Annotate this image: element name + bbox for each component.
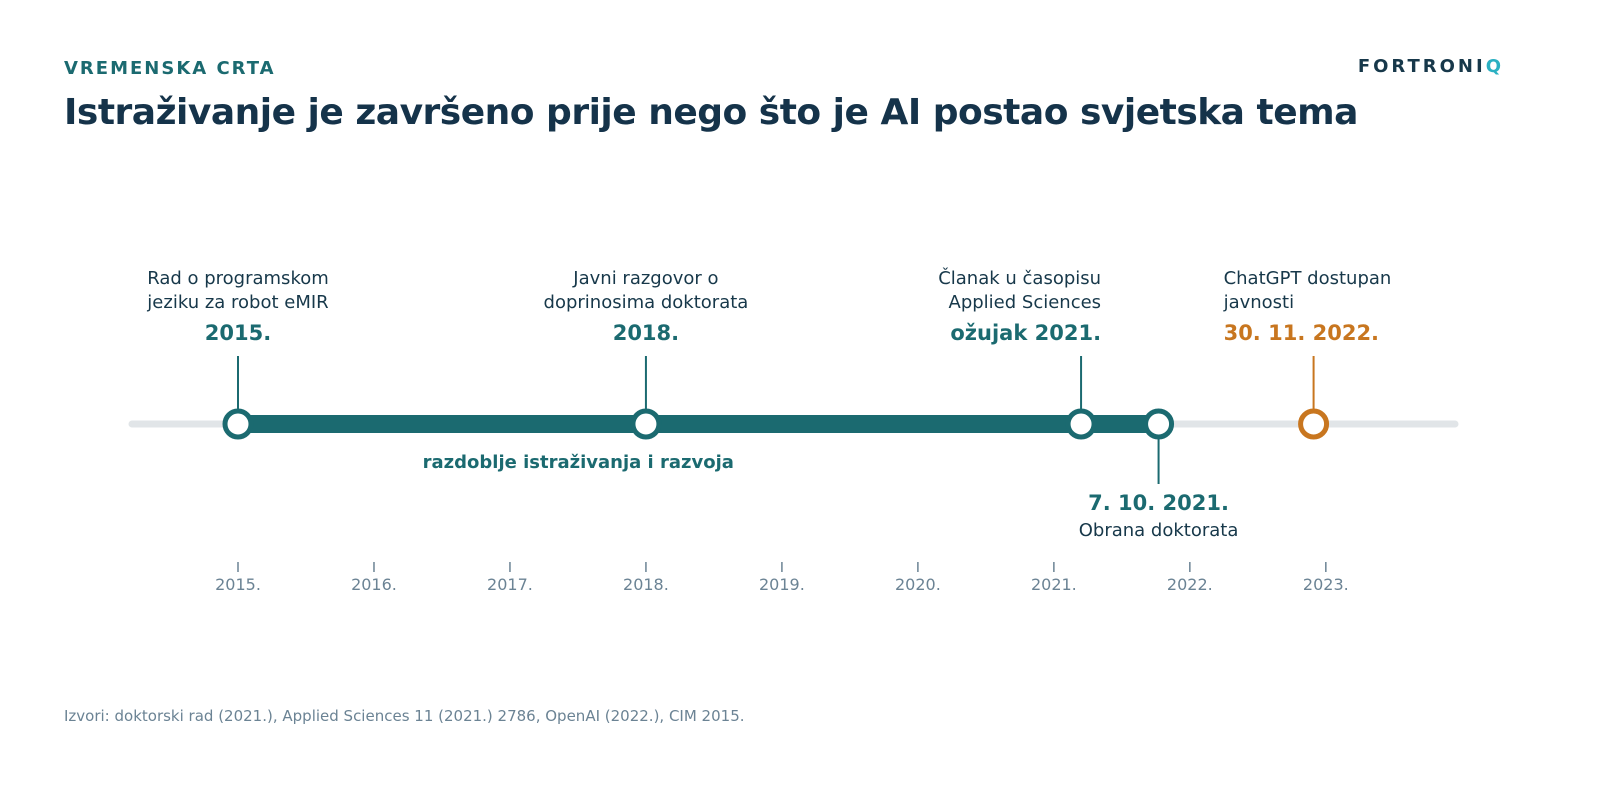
sources-footnote: Izvori: doktorski rad (2021.), Applied S… xyxy=(64,707,745,725)
axis-tick-label-2023: 2023. xyxy=(1303,575,1349,594)
axis-tick-label-2019: 2019. xyxy=(759,575,805,594)
event-label-javni: Javni razgovor o xyxy=(572,268,718,289)
axis-tick-label-2018: 2018. xyxy=(623,575,669,594)
eyebrow-label: VREMENSKA CRTA xyxy=(64,58,276,79)
event-label-emir: Rad o programskom xyxy=(147,268,329,289)
axis-tick-label-2022: 2022. xyxy=(1167,575,1213,594)
axis-tick-label-2021: 2021. xyxy=(1031,575,1077,594)
event-date-chatgpt: 30. 11. 2022. xyxy=(1224,321,1379,345)
event-date-javni: 2018. xyxy=(613,321,679,345)
event-label-clanak: Applied Sciences xyxy=(949,292,1102,313)
timeline-graphic: razdoblje istraživanja i razvoja Rad o pr… xyxy=(128,267,1459,594)
event-marker-emir xyxy=(222,408,254,440)
brand-logo: FORTRONIQ xyxy=(1358,56,1504,77)
event-label-javni: doprinosima doktorata xyxy=(544,292,749,313)
event-date-emir: 2015. xyxy=(205,321,271,345)
event-label-emir: jeziku za robot eMIR xyxy=(146,292,328,313)
axis-tick-label-2017: 2017. xyxy=(487,575,533,594)
axis-tick-label-2016: 2016. xyxy=(351,575,397,594)
brand-accent: Q xyxy=(1485,56,1504,77)
brand-text: FORTRONI xyxy=(1357,56,1486,77)
event-label-chatgpt: javnosti xyxy=(1223,292,1295,313)
page-title: Istraživanje je završeno prije nego što … xyxy=(64,92,1358,133)
event-marker-chatgpt xyxy=(1298,408,1330,440)
event-marker-javni xyxy=(630,408,662,440)
event-label-clanak: Članak u časopisu xyxy=(938,267,1101,289)
axis-tick-label-2015: 2015. xyxy=(215,575,261,594)
axis-tick-label-2020: 2020. xyxy=(895,575,941,594)
event-marker-clanak xyxy=(1065,408,1097,440)
research-period-label: razdoblje istraživanja i razvoja xyxy=(423,452,734,473)
event-date-clanak: ožujak 2021. xyxy=(950,321,1101,345)
event-marker-obrana xyxy=(1143,408,1175,440)
event-date-obrana: 7. 10. 2021. xyxy=(1088,491,1229,515)
event-label-chatgpt: ChatGPT dostupan xyxy=(1224,268,1392,289)
event-label-obrana: Obrana doktorata xyxy=(1079,520,1239,541)
